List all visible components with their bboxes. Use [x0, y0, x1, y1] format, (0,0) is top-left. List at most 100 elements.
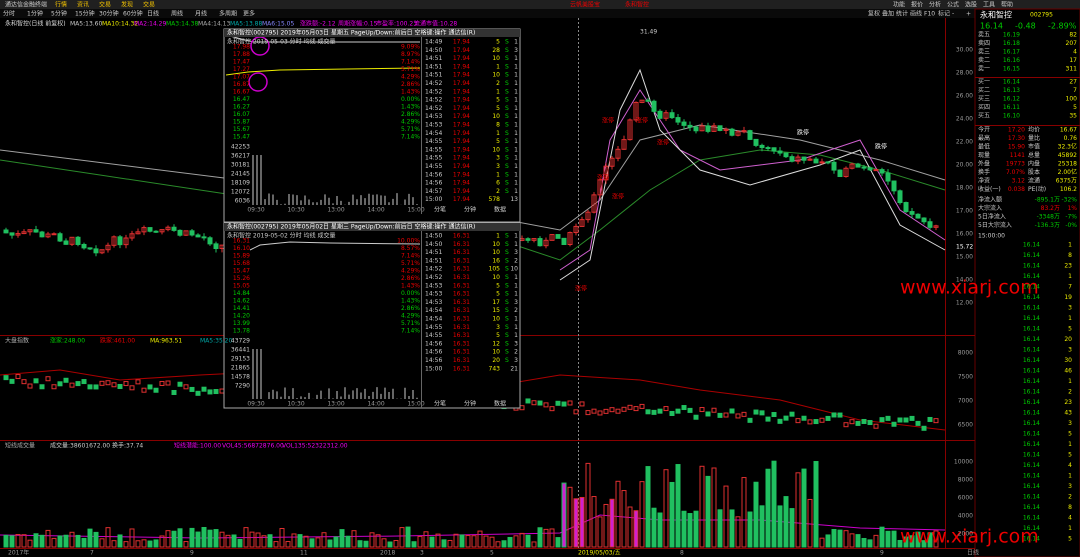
tab[interactable]: 数据 [494, 206, 506, 214]
volume-bar [417, 535, 423, 548]
toolbar-button[interactable]: 多周期 [219, 10, 237, 18]
tick-price: 16.14 [1023, 263, 1040, 270]
toolbar-button[interactable]: 周线 [171, 10, 183, 18]
tool-button[interactable]: 画线 [910, 10, 922, 18]
volume-bar [909, 535, 915, 548]
candle-body [711, 125, 717, 132]
popup-window[interactable] [223, 222, 521, 409]
toolbar-button[interactable]: 15分钟 [75, 10, 95, 18]
price-label: 13.78 [233, 328, 250, 335]
index-value: MA5:35.20 [200, 338, 232, 345]
tool-button[interactable]: 叠加 [882, 10, 894, 18]
tick-cell: 2 [514, 257, 518, 264]
tab[interactable]: 分钟 [464, 400, 476, 408]
volume-bar [213, 529, 219, 548]
candle-body [753, 138, 759, 146]
tool-button[interactable]: + [966, 11, 971, 18]
tick-cell: 14:50 [425, 233, 442, 240]
tick-volume: 5 [1068, 452, 1072, 459]
price-label: 17.07 [233, 74, 250, 81]
tick-cell: S [505, 63, 509, 70]
volume-bar [537, 527, 543, 548]
candle-body [885, 172, 891, 182]
toolbar-button[interactable]: 更多 [243, 10, 255, 18]
index-bar [681, 405, 687, 411]
tool-button[interactable]: - [952, 11, 954, 18]
tick-cell: 17.94 [453, 122, 470, 129]
toolbar-button[interactable]: 分时 [3, 10, 15, 18]
tick-cell: 17.94 [453, 146, 470, 153]
tick-cell: 5 [496, 97, 500, 104]
candle-body [639, 99, 645, 103]
tick-cell: 1 [514, 63, 518, 70]
tool-button[interactable]: 复权 [868, 10, 880, 18]
candle-body [627, 119, 633, 141]
candle-body [117, 236, 123, 246]
tick-cell: S [505, 316, 509, 323]
menu-item[interactable]: 公式 [947, 1, 959, 9]
menu-item[interactable]: 选股 [965, 1, 977, 9]
popup-window[interactable] [223, 28, 521, 223]
stat-label: 收益(一) [978, 185, 1001, 193]
toolbar-button[interactable]: 月线 [195, 10, 207, 18]
menu-item[interactable]: 资讯 [77, 1, 89, 9]
volume-bar [471, 535, 477, 548]
menu-item[interactable]: 功能 [893, 1, 905, 9]
tick-cell: 17.94 [453, 63, 470, 70]
menu-item[interactable]: 交易 [99, 1, 111, 9]
menu-item[interactable]: 发现 [121, 1, 133, 9]
tick-cell: 1 [514, 282, 518, 289]
toolbar-button[interactable]: 60分钟 [123, 10, 143, 18]
volume-bar [129, 528, 135, 548]
index-bar [165, 380, 171, 386]
tick-price: 16.14 [1023, 515, 1040, 522]
tab[interactable]: 数据 [494, 400, 506, 408]
menu-item[interactable]: 帮助 [1001, 1, 1013, 9]
toolbar-button[interactable]: 30分钟 [99, 10, 119, 18]
index-bar [39, 384, 45, 390]
watermark: www.xiarj.com [900, 277, 1039, 299]
candle-body [15, 233, 21, 236]
volume-bar [579, 496, 585, 548]
toolbar-button[interactable]: 5分钟 [51, 10, 67, 18]
date-label: 2019/05/03/五 [578, 550, 621, 557]
menu-item[interactable]: 分析 [929, 1, 941, 9]
index-bar [9, 378, 15, 384]
price-label: 16.10 [233, 245, 250, 252]
index-bar [609, 407, 615, 413]
index-bar [147, 384, 153, 390]
price-axis-label: 15.00 [956, 254, 973, 261]
volume-bar [9, 535, 15, 548]
price-label: 14.62 [233, 298, 250, 305]
toolbar-button[interactable]: 日线 [147, 10, 159, 18]
tool-button[interactable]: F10 [924, 11, 935, 18]
popup-titlebar [224, 223, 520, 231]
volume-bar [339, 529, 345, 548]
menu-item[interactable]: 行情 [55, 1, 67, 9]
tick-cell: S [505, 332, 509, 339]
index-bar [81, 379, 87, 385]
menu-item[interactable]: 交易 [143, 1, 155, 9]
tick-volume: 5 [1068, 326, 1072, 333]
tab[interactable]: 分钟 [464, 206, 476, 214]
tab[interactable]: 分笔 [434, 206, 446, 214]
stat-label: 最低 [978, 143, 990, 151]
tool-button[interactable]: 标记 [938, 10, 950, 18]
volume-bar [495, 541, 501, 548]
volume-bar [567, 486, 573, 548]
tick-price: 16.14 [1023, 441, 1040, 448]
volume-bar [705, 475, 711, 548]
menu-item[interactable]: 报价 [911, 1, 923, 9]
promo: 云帆美股宝 [570, 1, 600, 9]
toolbar-button[interactable]: 1分钟 [27, 10, 43, 18]
volume-bar [513, 535, 519, 548]
volume-bar [555, 537, 561, 548]
tick-cell: S [505, 257, 509, 264]
index-bar [201, 386, 207, 392]
tab[interactable]: 分笔 [434, 400, 446, 408]
price-label: 15.47 [233, 268, 250, 275]
tool-button[interactable]: 统计 [896, 10, 908, 18]
stat-label: 外盘 [978, 160, 990, 168]
menu-item[interactable]: 工具 [983, 2, 995, 9]
volume-bar [603, 503, 609, 548]
